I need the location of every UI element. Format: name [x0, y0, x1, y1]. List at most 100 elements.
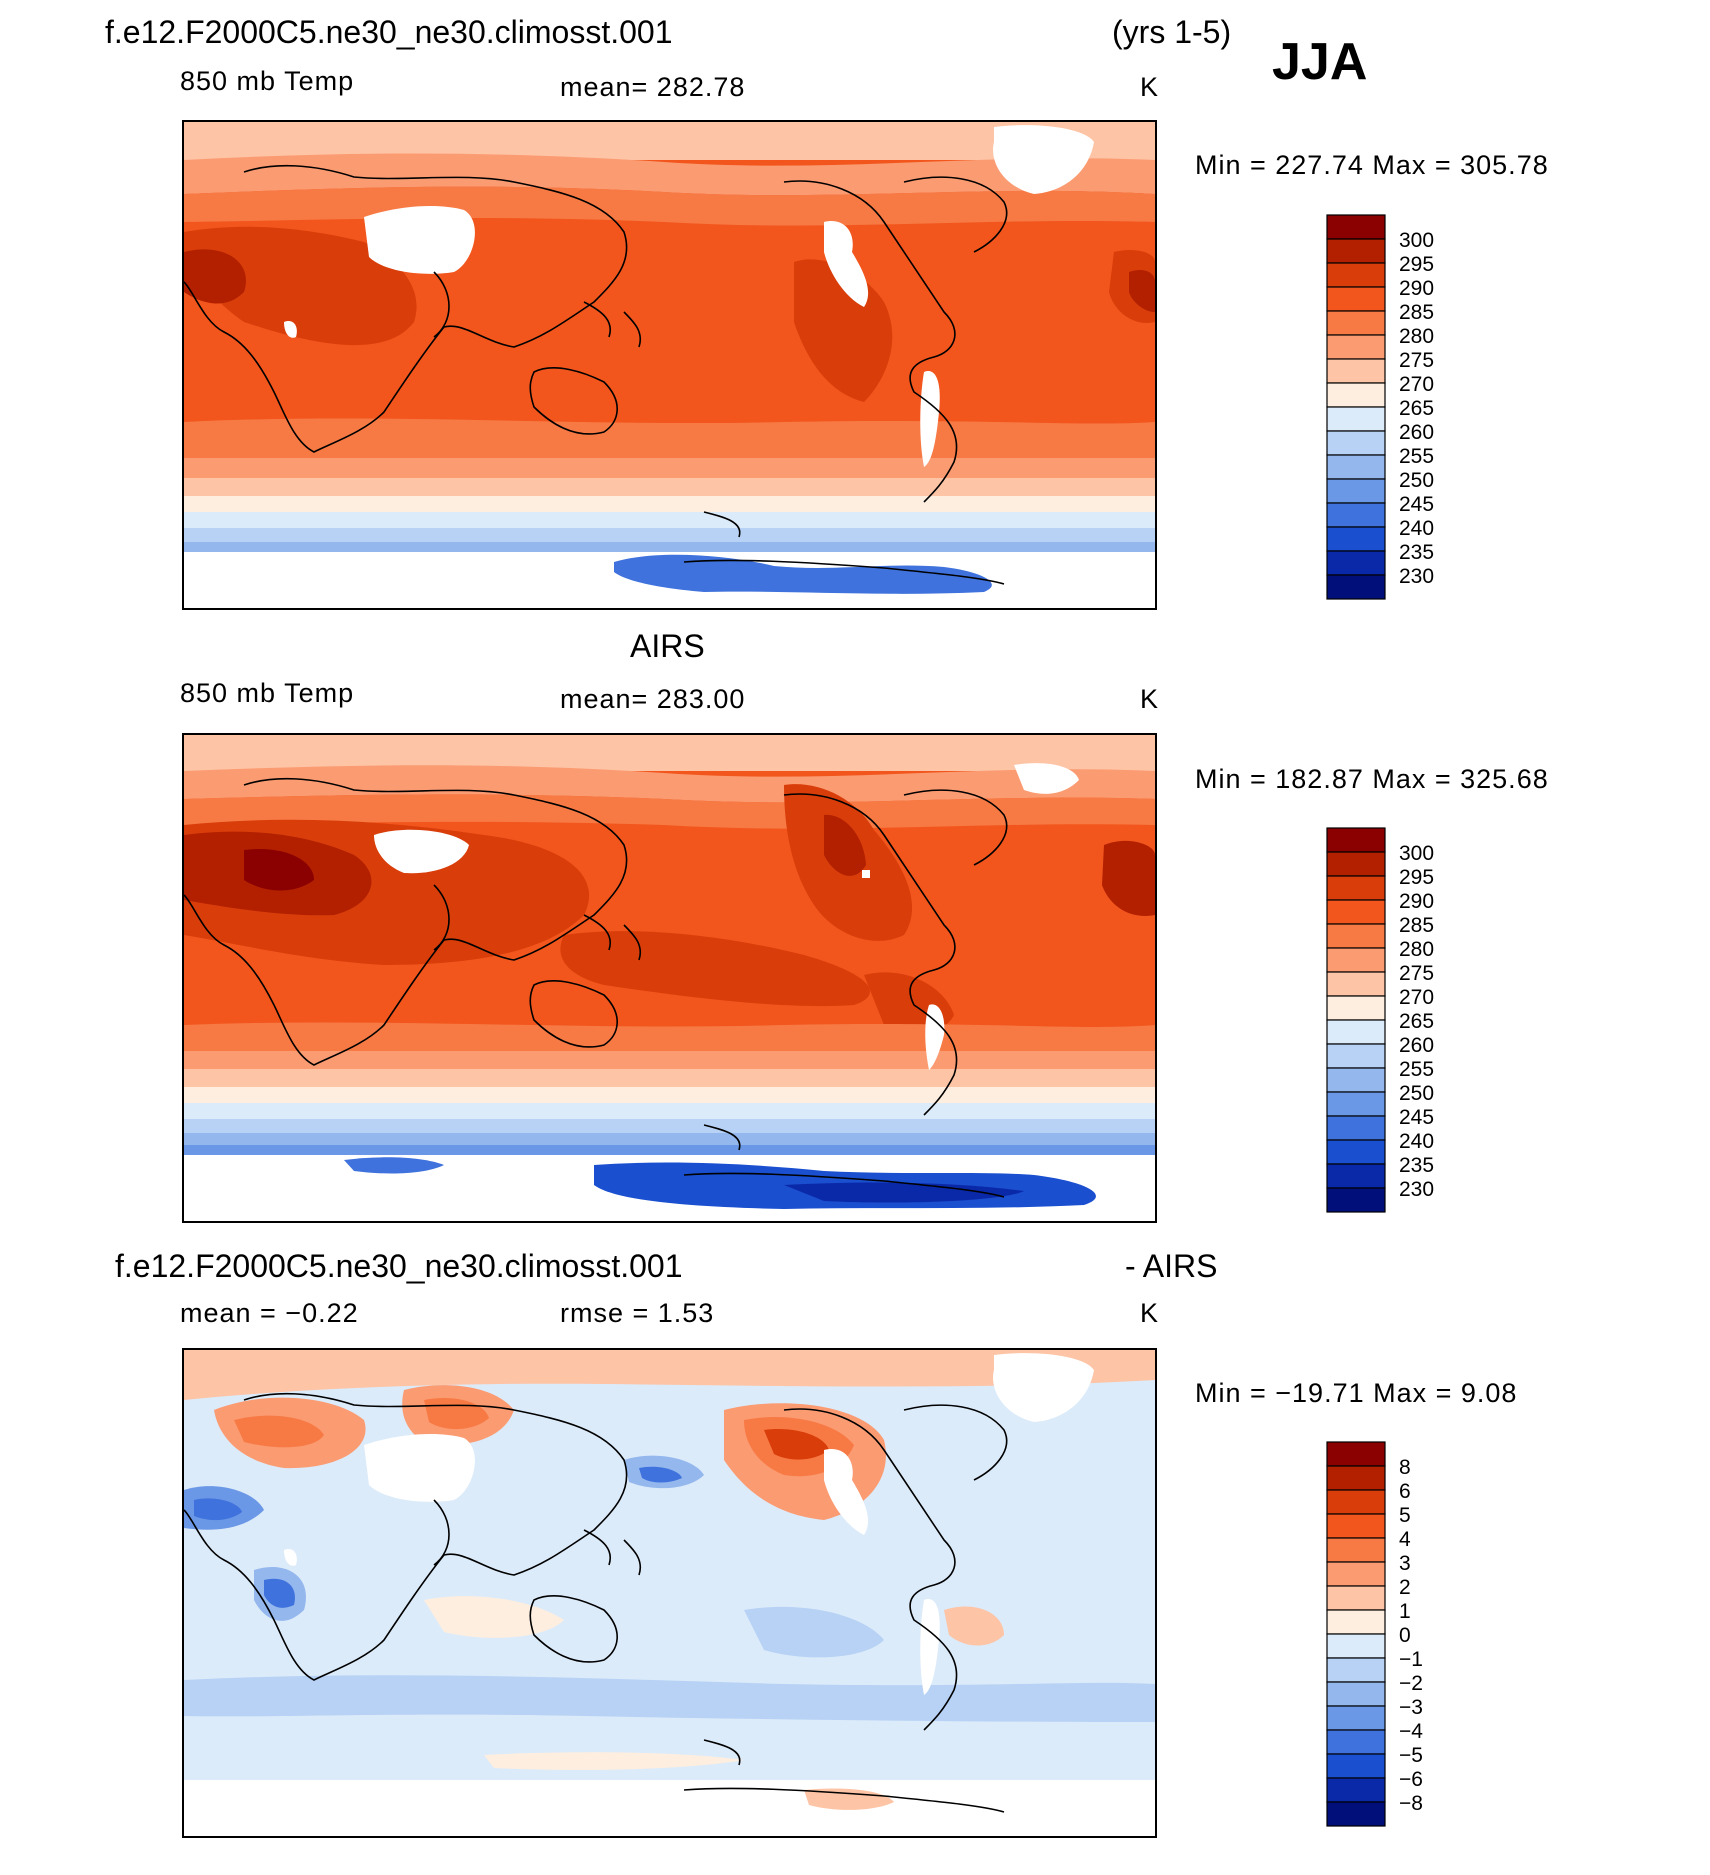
colorbar-swatch	[1326, 923, 1386, 949]
panel1-minmax: Min = 227.74 Max = 305.78	[1195, 150, 1549, 180]
colorbar-tick-label: 250	[1399, 469, 1434, 492]
panel1-colorbar: 300 295 290 285 280 275 270 265 260 255 250 245 240 2…	[1325, 213, 1465, 600]
colorbar-swatch	[1326, 1705, 1386, 1731]
panel3-map	[182, 1348, 1157, 1838]
colorbar-swatch	[1326, 502, 1386, 528]
colorbar-tick-label: 265	[1399, 1010, 1434, 1033]
panel3-field	[184, 1350, 1155, 1836]
panel1-unit: K	[1140, 72, 1160, 102]
colorbar-swatch	[1326, 454, 1386, 480]
season-label: JJA	[1272, 33, 1368, 91]
panel2-title: AIRS	[630, 628, 705, 664]
colorbar-swatch	[1326, 1091, 1386, 1117]
colorbar-tick-label: −4	[1399, 1720, 1423, 1743]
colorbar-swatch	[1326, 1139, 1386, 1165]
colorbar-tick-label: 270	[1399, 373, 1434, 396]
colorbar-swatch	[1326, 1729, 1386, 1755]
colorbar-swatch	[1326, 1681, 1386, 1707]
panel3-colorbar: 8 6 5 4 3 2 1 0 −1 −2 −3 −4 −5 −6 −8	[1325, 1440, 1465, 1827]
colorbar-swatch	[1326, 334, 1386, 360]
colorbar-tick-label: 4	[1399, 1528, 1411, 1551]
panel2-colorbar-svg: 3002952902852802752702652602552502452402…	[1326, 827, 1434, 1213]
panel2-colorbar: 300 295 290 285 280 275 270 265 260 255 250 245 240 2…	[1325, 826, 1465, 1213]
panel2-minmax: Min = 182.87 Max = 325.68	[1195, 764, 1549, 794]
years-label: (yrs 1-5)	[1112, 14, 1232, 50]
colorbar-tick-label: 260	[1399, 421, 1434, 444]
panel1-colorbar-svg: 3002952902852802752702652602552502452402…	[1326, 214, 1434, 600]
colorbar-tick-label: 265	[1399, 397, 1434, 420]
colorbar-swatch	[1326, 971, 1386, 997]
colorbar-swatch	[1326, 1067, 1386, 1093]
colorbar-tick-label: 260	[1399, 1034, 1434, 1057]
colorbar-tick-label: −8	[1399, 1792, 1423, 1815]
colorbar-tick-label: 240	[1399, 517, 1434, 540]
colorbar-swatch	[1326, 1657, 1386, 1683]
colorbar-swatch	[1326, 1163, 1386, 1189]
colorbar-swatch	[1326, 1465, 1386, 1491]
colorbar-tick-label: 235	[1399, 541, 1434, 564]
panel2-field	[184, 735, 1155, 1221]
case-title: f.e12.F2000C5.ne30_ne30.climosst.001	[105, 14, 673, 50]
colorbar-swatch	[1326, 310, 1386, 336]
colorbar-tick-label: 280	[1399, 938, 1434, 961]
panel1-field	[184, 122, 1155, 608]
colorbar-swatch	[1326, 1801, 1386, 1827]
colorbar-swatch	[1326, 875, 1386, 901]
colorbar-tick-label: −6	[1399, 1768, 1423, 1791]
colorbar-swatch	[1326, 827, 1386, 853]
colorbar-swatch	[1326, 1019, 1386, 1045]
colorbar-swatch	[1326, 1561, 1386, 1587]
colorbar-swatch	[1326, 995, 1386, 1021]
colorbar-tick-label: 275	[1399, 962, 1434, 985]
colorbar-swatch	[1326, 550, 1386, 576]
panel3-rmse: rmse = 1.53	[560, 1298, 715, 1328]
colorbar-swatch	[1326, 1043, 1386, 1069]
colorbar-swatch	[1326, 262, 1386, 288]
panel1-variable: 850 mb Temp	[180, 66, 355, 96]
colorbar-tick-label: −3	[1399, 1696, 1423, 1719]
panel3-unit: K	[1140, 1298, 1160, 1328]
colorbar-tick-label: 300	[1399, 229, 1434, 252]
colorbar-tick-label: 290	[1399, 277, 1434, 300]
colorbar-tick-label: 295	[1399, 866, 1434, 889]
colorbar-tick-label: 255	[1399, 445, 1434, 468]
colorbar-tick-label: 5	[1399, 1504, 1411, 1527]
colorbar-tick-label: −1	[1399, 1648, 1423, 1671]
colorbar-swatch	[1326, 1609, 1386, 1635]
colorbar-swatch	[1326, 899, 1386, 925]
colorbar-swatch	[1326, 1187, 1386, 1213]
colorbar-tick-label: 280	[1399, 325, 1434, 348]
colorbar-tick-label: 285	[1399, 914, 1434, 937]
colorbar-swatch	[1326, 1115, 1386, 1141]
panel3-title-left: f.e12.F2000C5.ne30_ne30.climosst.001	[115, 1248, 683, 1284]
colorbar-swatch	[1326, 574, 1386, 600]
colorbar-tick-label: −5	[1399, 1744, 1423, 1767]
colorbar-swatch	[1326, 382, 1386, 408]
colorbar-tick-label: 240	[1399, 1130, 1434, 1153]
colorbar-tick-label: 230	[1399, 565, 1434, 588]
colorbar-tick-label: 2	[1399, 1576, 1411, 1599]
colorbar-tick-label: 270	[1399, 986, 1434, 1009]
colorbar-swatch	[1326, 286, 1386, 312]
colorbar-swatch	[1326, 947, 1386, 973]
panel3-title-right: - AIRS	[1125, 1248, 1218, 1284]
colorbar-swatch	[1326, 238, 1386, 264]
colorbar-swatch	[1326, 1513, 1386, 1539]
colorbar-swatch	[1326, 358, 1386, 384]
colorbar-tick-label: 250	[1399, 1082, 1434, 1105]
colorbar-swatch	[1326, 1585, 1386, 1611]
colorbar-swatch	[1326, 430, 1386, 456]
panel2-mean: mean= 283.00	[560, 684, 746, 714]
colorbar-tick-label: 235	[1399, 1154, 1434, 1177]
colorbar-swatch	[1326, 851, 1386, 877]
panel3-minmax: Min = −19.71 Max = 9.08	[1195, 1378, 1518, 1408]
panel1-map	[182, 120, 1157, 610]
colorbar-tick-label: 290	[1399, 890, 1434, 913]
panel1-mean: mean= 282.78	[560, 72, 746, 102]
colorbar-tick-label: 245	[1399, 1106, 1434, 1129]
panel2-map	[182, 733, 1157, 1223]
colorbar-tick-label: 230	[1399, 1178, 1434, 1201]
panel3-mean: mean = −0.22	[180, 1298, 359, 1328]
colorbar-swatch	[1326, 1489, 1386, 1515]
